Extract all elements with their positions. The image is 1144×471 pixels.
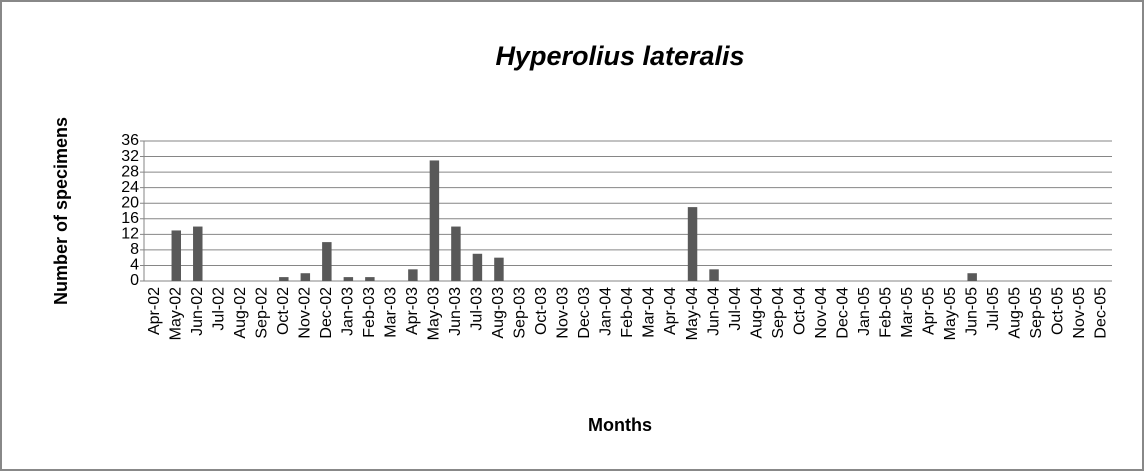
x-tick-label: Oct-04 bbox=[791, 287, 808, 335]
x-tick-label: Apr-02 bbox=[146, 287, 163, 335]
x-tick-label: Feb-03 bbox=[361, 287, 378, 338]
x-tick-label: Nov-03 bbox=[555, 287, 572, 339]
x-tick-label: Aug-03 bbox=[490, 287, 507, 339]
x-tick-label: Dec-02 bbox=[318, 287, 335, 339]
bar bbox=[494, 257, 504, 281]
y-tick-label: 4 bbox=[130, 257, 139, 274]
y-tick-label: 16 bbox=[121, 210, 139, 227]
x-tick-label: Sep-05 bbox=[1028, 287, 1045, 339]
y-tick-label: 0 bbox=[130, 272, 139, 289]
x-axis-label: Months bbox=[588, 415, 652, 435]
x-tick-label: Oct-03 bbox=[533, 287, 550, 335]
x-tick-label: Oct-02 bbox=[275, 287, 292, 335]
x-tick-label: Nov-02 bbox=[297, 287, 314, 339]
x-tick-label: Jul-05 bbox=[985, 287, 1002, 331]
x-tick-label: Mar-03 bbox=[383, 287, 400, 338]
x-tick-label: Aug-05 bbox=[1006, 287, 1023, 339]
x-tick-label: Jun-02 bbox=[189, 287, 206, 336]
bar bbox=[472, 253, 483, 281]
y-tick-label: 24 bbox=[121, 179, 139, 196]
bar bbox=[709, 269, 719, 281]
x-tick-label: Feb-04 bbox=[619, 287, 636, 338]
x-tick-label: Jul-04 bbox=[727, 287, 744, 331]
x-tick-label: Apr-03 bbox=[404, 287, 421, 335]
x-tick-label: Aug-04 bbox=[748, 287, 765, 339]
chart-title: Hyperolius lateralis bbox=[495, 41, 744, 71]
x-tick-label: Jan-05 bbox=[856, 287, 873, 336]
x-tick-label: Dec-04 bbox=[834, 287, 851, 339]
y-tick-label: 8 bbox=[130, 241, 139, 258]
bar bbox=[365, 277, 375, 281]
bar bbox=[687, 207, 698, 281]
bar bbox=[429, 160, 440, 281]
y-tick-label: 28 bbox=[121, 163, 139, 180]
bar bbox=[967, 273, 977, 281]
x-tick-label: Jan-04 bbox=[598, 287, 615, 336]
x-tick-label: Nov-05 bbox=[1071, 287, 1088, 339]
bar bbox=[343, 277, 354, 281]
x-tick-label: Apr-04 bbox=[662, 287, 679, 335]
bar bbox=[322, 242, 332, 281]
y-tick-label: 20 bbox=[121, 194, 139, 211]
y-axis-label: Number of specimens bbox=[51, 117, 71, 305]
x-tick-label: Mar-04 bbox=[641, 287, 658, 338]
x-tick-label: Jun-03 bbox=[447, 287, 464, 336]
x-tick-label: Mar-05 bbox=[899, 287, 916, 338]
x-tick-label: Nov-04 bbox=[813, 287, 830, 339]
x-tick-label: Sep-04 bbox=[770, 287, 787, 339]
x-tick-label: May-03 bbox=[426, 287, 443, 340]
bar bbox=[193, 226, 203, 281]
x-tick-label: Dec-03 bbox=[576, 287, 593, 339]
bar bbox=[171, 230, 181, 281]
x-tick-label: Apr-05 bbox=[920, 287, 937, 335]
bar bbox=[279, 277, 289, 281]
x-tick-label: May-05 bbox=[942, 287, 959, 340]
bar bbox=[451, 226, 461, 281]
y-tick-label: 32 bbox=[121, 148, 139, 165]
bar bbox=[300, 273, 311, 281]
x-tick-label: Dec-05 bbox=[1092, 287, 1109, 339]
x-tick-label: May-04 bbox=[684, 287, 701, 340]
y-tick-label: 36 bbox=[121, 132, 139, 149]
y-tick-label: 12 bbox=[121, 226, 139, 243]
x-tick-label: Jun-05 bbox=[963, 287, 980, 336]
x-tick-label: Sep-03 bbox=[512, 287, 529, 339]
x-tick-label: May-02 bbox=[167, 287, 184, 340]
x-tick-label: Jul-02 bbox=[211, 287, 228, 331]
bar bbox=[408, 269, 418, 281]
x-tick-label: Oct-05 bbox=[1049, 287, 1066, 335]
x-tick-label: Jul-03 bbox=[469, 287, 486, 331]
x-tick-label: Jan-03 bbox=[340, 287, 357, 336]
x-tick-label: Sep-02 bbox=[254, 287, 271, 339]
x-tick-label: Feb-05 bbox=[877, 287, 894, 338]
x-tick-label: Aug-02 bbox=[232, 287, 249, 339]
x-tick-label: Jun-04 bbox=[705, 287, 722, 336]
